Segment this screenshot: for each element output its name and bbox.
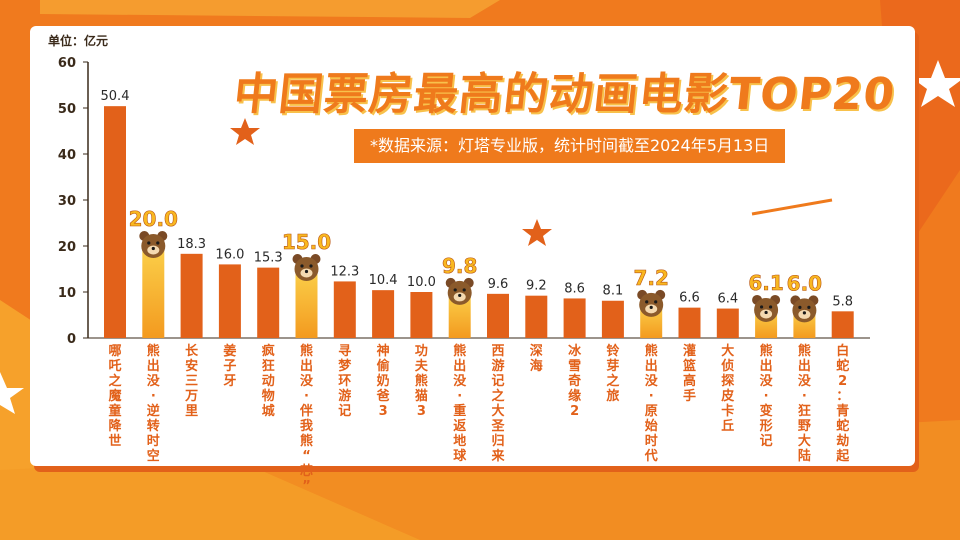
bar (831, 311, 854, 338)
bear-eye (769, 305, 773, 309)
category-label: 神偷奶爸 3 (376, 343, 390, 419)
y-tick-label: 30 (58, 194, 76, 209)
value-label: 12.3 (330, 264, 359, 279)
value-label: 6.1 (748, 271, 783, 295)
value-label: 16.0 (215, 247, 244, 262)
category-label: 熊出没·逆转时空 (147, 343, 161, 464)
bar (525, 295, 548, 338)
category-label: 冰雪奇缘 2 (568, 343, 582, 419)
value-label: 9.8 (442, 254, 477, 278)
bear-nose (458, 293, 462, 298)
value-label: 50.4 (101, 89, 130, 104)
bear-face-icon (637, 289, 666, 317)
bar (218, 264, 241, 338)
bar (104, 106, 126, 338)
data-source-subtitle: *数据来源：灯塔专业版，统计时间截至2024年5月13日 (354, 129, 786, 163)
bear-face-icon (139, 231, 168, 258)
y-tick-label: 40 (58, 148, 76, 163)
bar (448, 292, 471, 338)
category-label: 深海 (530, 343, 543, 374)
bar (295, 269, 318, 338)
category-label: 熊出没·狂野大陆 (798, 343, 812, 464)
bear-eye (300, 264, 304, 268)
bar (487, 293, 509, 338)
category-label: 大侦探皮卡丘 (720, 343, 734, 434)
value-label: 5.8 (832, 294, 853, 309)
value-label: 8.1 (603, 284, 624, 299)
category-label: 白蛇 2 ：青蛇劫起 (835, 343, 850, 464)
bear-eye (156, 241, 160, 245)
bar (257, 267, 280, 338)
bear-face-icon (292, 254, 321, 281)
bear-eye (798, 305, 802, 309)
bar (678, 307, 701, 338)
category-label: 疯狂动物城 (262, 343, 275, 419)
bar (333, 281, 356, 338)
bear-nose (802, 311, 807, 315)
value-label: 9.6 (488, 277, 509, 292)
value-label: 6.6 (679, 291, 700, 306)
value-label: 9.2 (526, 279, 547, 294)
star-icon (522, 219, 552, 246)
y-tick-label: 0 (67, 332, 76, 347)
category-label: 长安三万里 (184, 343, 199, 419)
value-label: 20.0 (129, 207, 178, 231)
y-tick-label: 10 (58, 286, 76, 301)
bar (372, 290, 395, 338)
value-label: 8.6 (564, 281, 585, 296)
bear-nose (151, 246, 155, 251)
y-tick-label: 20 (58, 240, 76, 255)
category-label: 熊出没·原始时代 (644, 343, 659, 464)
category-label: 熊出没·重返地球 (453, 343, 467, 464)
accent-streak (751, 198, 833, 216)
bear-nose (304, 269, 309, 274)
category-label: 熊出没·变形记 (760, 343, 774, 449)
bar (142, 246, 165, 338)
bar (716, 308, 739, 338)
value-label: 10.0 (407, 275, 436, 290)
star-icon (230, 118, 260, 145)
bear-eye (453, 288, 457, 292)
value-label: 6.0 (787, 271, 822, 295)
unit-label: 单位：亿元 (48, 34, 109, 48)
bar (410, 292, 433, 338)
category-label: 铃芽之旅 (606, 343, 619, 404)
bear-nose (764, 310, 768, 315)
bear-eye (654, 300, 658, 304)
star-icon (912, 60, 960, 107)
value-label: 6.4 (717, 292, 738, 307)
bear-eye (462, 288, 466, 292)
bar (601, 300, 624, 338)
category-label: 寻梦环游记 (338, 344, 352, 419)
value-label: 10.4 (369, 273, 398, 288)
category-label: 灌篮高手 (682, 343, 696, 404)
category-label: 西游记之大圣归来 (490, 344, 505, 464)
y-tick-label: 50 (58, 102, 76, 117)
star-icon (0, 372, 24, 414)
category-label: 姜子牙 (223, 343, 236, 389)
bear-eye (807, 305, 811, 309)
bear-eye (147, 241, 151, 245)
value-label: 18.3 (177, 237, 206, 252)
value-label: 7.2 (633, 266, 668, 290)
bear-eye (309, 264, 313, 268)
y-tick-label: 60 (58, 56, 76, 71)
bear-face-icon (752, 294, 781, 322)
category-label: 熊出没·伴我熊“芯” (299, 343, 314, 494)
bear-face-icon (445, 277, 474, 305)
value-label: 15.3 (254, 251, 283, 266)
bear-face-icon (790, 295, 819, 323)
bar (563, 298, 586, 338)
chart-panel (30, 26, 915, 466)
bear-eye (760, 305, 764, 309)
value-label: 15.0 (282, 230, 331, 254)
bear-nose (649, 305, 653, 309)
bear-eye (645, 300, 649, 304)
category-label: 功夫熊猫 3 (415, 344, 429, 419)
bar (180, 253, 203, 338)
decor-stars (230, 118, 552, 246)
category-label: 哪吒之魔童降世 (108, 344, 122, 449)
